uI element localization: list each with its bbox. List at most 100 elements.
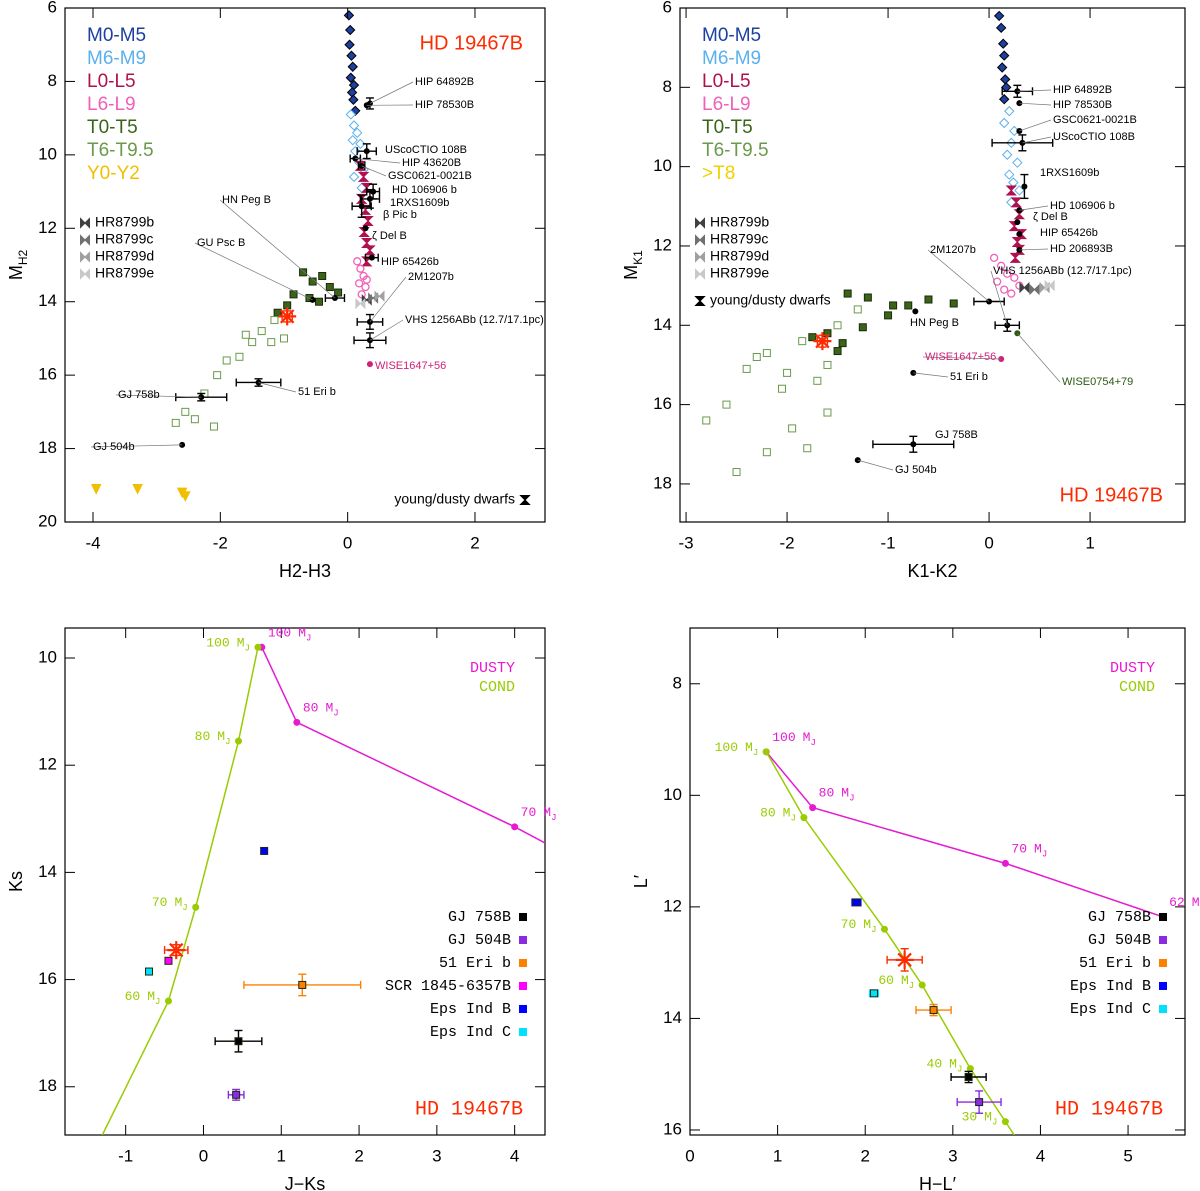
point xyxy=(348,120,360,131)
x-tick-label: 0 xyxy=(685,1146,694,1165)
object-label: ζ Del B xyxy=(372,230,407,242)
point xyxy=(1010,273,1019,282)
point xyxy=(357,171,370,182)
x-tick-label: -2 xyxy=(779,533,794,552)
x-tick-label: 0 xyxy=(199,1146,208,1165)
object-label: HD 106906 b xyxy=(392,184,457,196)
point xyxy=(345,72,357,83)
object-point xyxy=(358,203,365,210)
chart-title: HD 19467B xyxy=(1055,1098,1163,1121)
point xyxy=(823,408,832,417)
point xyxy=(347,134,358,146)
x-tick-label: -1 xyxy=(880,533,895,552)
legend-label: Eps Ind B xyxy=(1070,978,1151,995)
target-point xyxy=(278,307,297,326)
mass-label: 80 MJ xyxy=(195,730,231,748)
y-tick-label: 16 xyxy=(38,969,57,988)
mass-value: 70 xyxy=(521,805,537,820)
mass-unit: M xyxy=(745,740,753,755)
legend-label: M6-M9 xyxy=(87,48,146,69)
track-point xyxy=(164,997,172,1005)
object-label: HN Peg B xyxy=(222,194,271,206)
point xyxy=(354,279,364,288)
point xyxy=(993,10,1005,22)
legend-marker xyxy=(519,958,527,967)
legend-label: Y0-Y2 xyxy=(87,163,140,184)
point xyxy=(702,416,711,425)
point xyxy=(343,10,355,21)
leader-line xyxy=(990,270,1008,326)
point xyxy=(783,368,792,377)
leader-line xyxy=(1017,332,1061,383)
mass-unit: M xyxy=(237,636,245,651)
object-label: VHS 1256ABb (12.7/17.1pc) xyxy=(405,314,544,326)
track-point xyxy=(192,903,200,911)
track-point xyxy=(254,643,262,651)
legend-marker xyxy=(80,268,90,280)
point xyxy=(209,422,218,431)
y-axis-label: MK1 xyxy=(621,250,645,280)
legend-label: GJ 758B xyxy=(448,909,511,926)
y-tick-label: 20 xyxy=(38,511,57,530)
point xyxy=(315,297,324,306)
object-label: VHS 1256ABb (12.7/17.1pc) xyxy=(993,265,1132,277)
y-tick-label: 16 xyxy=(663,1119,682,1138)
legend-note: young/dusty dwarfs xyxy=(394,491,515,507)
legend-marker xyxy=(695,217,705,229)
legend-label: M0-M5 xyxy=(87,25,146,46)
mass-label: 80 MJ xyxy=(760,806,796,824)
x-tick-label: 2 xyxy=(860,1146,869,1165)
point xyxy=(1044,279,1055,292)
point xyxy=(362,275,371,284)
mass-value: 70 xyxy=(841,918,857,933)
point xyxy=(1003,269,1012,278)
point xyxy=(132,483,143,495)
object-label: HIP 78530B xyxy=(1053,99,1112,111)
object-label: HD 106906 b xyxy=(1050,200,1115,212)
y-tick-label: 10 xyxy=(38,144,57,163)
object-label: GU Psc B xyxy=(197,237,245,249)
mass-label: 60 MJ xyxy=(125,989,161,1007)
legend-marker xyxy=(1159,1004,1167,1013)
track-point xyxy=(293,718,301,726)
point xyxy=(823,360,832,369)
point xyxy=(863,293,872,302)
mass-unit-sub: J xyxy=(753,748,758,758)
point xyxy=(778,384,787,393)
point xyxy=(1009,252,1022,263)
x-tick-label: -4 xyxy=(85,533,100,552)
object-label: HN Peg B xyxy=(910,317,959,329)
x-tick-label: 4 xyxy=(510,1146,519,1165)
legend-label: T6-T9.5 xyxy=(702,140,769,161)
mass-value: 100 xyxy=(715,740,738,755)
legend-label: COND xyxy=(479,679,515,696)
x-tick-label: 2 xyxy=(470,533,479,552)
track-point xyxy=(809,804,817,812)
x-tick-label: 0 xyxy=(343,533,352,552)
track-point xyxy=(880,925,888,933)
object-label: ζ Del B xyxy=(1033,211,1068,223)
legend-note: young/dusty dwarfs xyxy=(710,292,831,308)
mass-unit: M xyxy=(803,730,811,745)
track-point xyxy=(800,814,808,822)
legend-label: HR8799b xyxy=(95,214,154,230)
x-tick-label: 2 xyxy=(354,1146,363,1165)
model-track xyxy=(765,751,1164,918)
legend-marker xyxy=(80,234,90,246)
point xyxy=(838,339,847,348)
legend-label: L6-L9 xyxy=(702,94,751,115)
track-point xyxy=(762,748,770,756)
point xyxy=(853,305,862,314)
plot-frame xyxy=(679,7,1186,523)
legend-label: Eps Ind B xyxy=(430,1001,511,1018)
legend-marker xyxy=(1159,958,1167,967)
object-label: UScoCTIO 108B xyxy=(1053,131,1135,143)
object-point xyxy=(1016,231,1023,238)
object-label: 2M1207b xyxy=(408,271,454,283)
y-tick-label: 12 xyxy=(38,755,57,774)
object-label: UScoCTIO 108B xyxy=(385,144,467,156)
y-tick-label: 12 xyxy=(663,896,682,915)
point xyxy=(833,347,842,356)
